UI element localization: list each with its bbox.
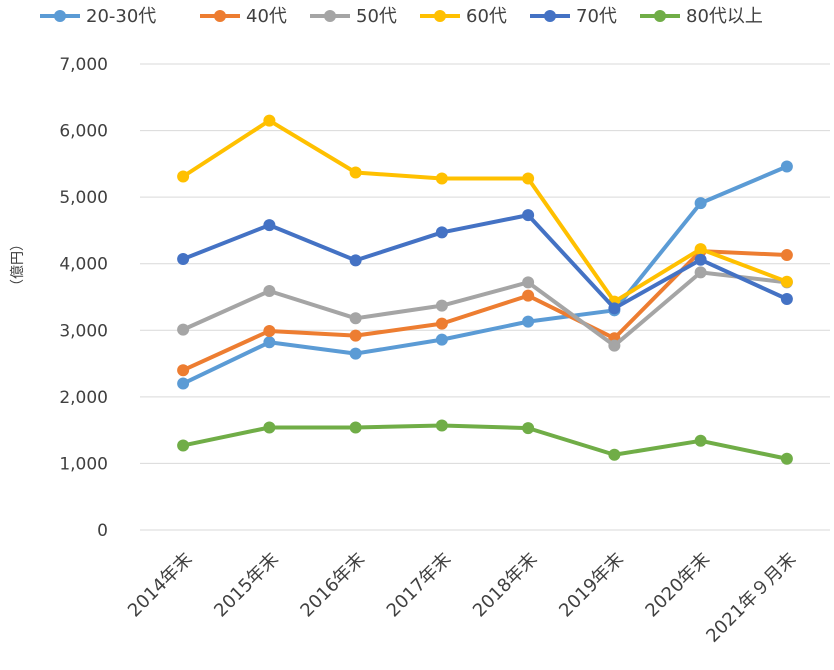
series-line [181,213,789,311]
data-point [780,249,793,262]
data-point [349,329,362,342]
data-point [608,448,621,461]
data-point [694,266,707,279]
data-point [435,172,448,185]
data-point [780,275,793,288]
legend-label: 80代以上 [686,6,763,27]
data-point [435,226,448,239]
x-axis-ticks: 2014年末 2015年末 2016年末 2017年末 2018年末 2019年末 2020… [124,549,800,647]
data-point [177,253,190,266]
series-4 [177,209,793,315]
data-point [263,285,276,298]
data-point [522,422,535,435]
data-point [435,299,448,312]
data-point [522,315,535,328]
x-tick-label: 2016年末 [296,549,369,622]
data-point [263,219,276,232]
series-line [181,423,789,461]
y-tick-label: 2,000 [59,388,108,408]
legend-label: 50代 [356,6,397,27]
legend-swatch-marker [214,10,226,22]
series-5 [177,419,793,465]
x-tick-label: 2018年末 [469,549,542,622]
data-point [349,312,362,325]
data-point [177,439,190,452]
legend-swatch-marker [434,10,446,22]
legend-label: 20-30代 [86,6,156,27]
data-point [694,253,707,266]
x-tick-label: 2017年末 [383,549,456,622]
legend: 20-30代 40代 50代 60代 70代 80代以上 [40,6,763,27]
legend-item: 60代 [420,6,507,27]
y-tick-label: 1,000 [59,454,108,474]
data-point [263,114,276,127]
series-3 [177,114,793,308]
data-point [349,166,362,179]
legend-label: 60代 [466,6,507,27]
x-tick-label: 2021年９月末 [702,549,800,647]
data-point [694,243,707,256]
data-point [349,421,362,434]
y-tick-label: 0 [97,521,108,541]
legend-item: 80代以上 [640,6,763,27]
legend-swatch-marker [54,10,66,22]
y-tick-label: 5,000 [59,188,108,208]
x-tick-label: 2015年末 [210,549,283,622]
data-point [694,434,707,447]
data-point [522,209,535,222]
data-point [349,254,362,267]
gridlines [140,63,830,531]
x-tick-label: 2014年末 [124,549,197,622]
data-point [263,421,276,434]
data-point [263,324,276,337]
y-tick-label: 4,000 [59,255,108,275]
data-point [177,377,190,390]
data-point [177,170,190,183]
legend-item: 50代 [310,6,397,27]
data-point [522,172,535,185]
legend-swatch-marker [324,10,336,22]
data-point [263,336,276,349]
legend-label: 40代 [246,6,287,27]
legend-label: 70代 [576,6,617,27]
data-point [349,347,362,360]
series-line [181,270,789,348]
data-point [435,419,448,432]
data-point [780,452,793,465]
y-axis-ticks: 0 1,000 2,000 3,000 4,000 5,000 6,000 7,000 [59,55,108,541]
data-point [780,160,793,173]
legend-swatch-marker [544,10,556,22]
data-point [177,323,190,336]
series-line [181,164,789,386]
y-tick-label: 3,000 [59,321,108,341]
data-point [435,333,448,346]
y-axis-label: （億円） [10,237,26,293]
legend-swatch-marker [654,10,666,22]
data-point [608,339,621,352]
legend-item: 70代 [530,6,617,27]
legend-item: 40代 [200,6,287,27]
legend-item: 20-30代 [40,6,156,27]
x-tick-label: 2020年末 [641,549,714,622]
data-point [608,302,621,315]
data-point [694,197,707,210]
y-tick-label: 6,000 [59,122,108,142]
data-point [522,289,535,302]
data-point [435,317,448,330]
series-lines [177,114,793,465]
data-point [780,292,793,305]
data-point [177,364,190,377]
series-line [181,118,789,304]
data-point [522,276,535,289]
y-tick-label: 7,000 [59,55,108,75]
x-tick-label: 2019年末 [555,549,628,622]
